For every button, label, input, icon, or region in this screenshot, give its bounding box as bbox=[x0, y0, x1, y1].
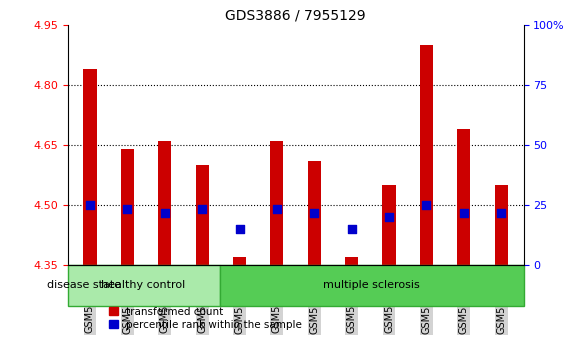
Point bbox=[310, 210, 319, 215]
Bar bbox=[195, 165, 209, 264]
Bar bbox=[158, 141, 171, 264]
Text: healthy control: healthy control bbox=[101, 280, 186, 290]
Bar bbox=[121, 149, 134, 264]
Point bbox=[497, 210, 506, 215]
Bar bbox=[382, 184, 396, 264]
Title: GDS3886 / 7955129: GDS3886 / 7955129 bbox=[225, 8, 366, 22]
Point bbox=[347, 226, 356, 232]
Point bbox=[198, 206, 207, 211]
Bar bbox=[68, 264, 220, 306]
Bar bbox=[345, 257, 358, 264]
Bar bbox=[308, 161, 321, 264]
Bar bbox=[83, 69, 96, 264]
Point bbox=[272, 206, 282, 211]
Legend: transformed count, percentile rank within the sample: transformed count, percentile rank withi… bbox=[109, 307, 302, 330]
Point bbox=[459, 210, 468, 215]
Point bbox=[235, 226, 244, 232]
Text: disease state: disease state bbox=[47, 280, 121, 290]
Point bbox=[160, 210, 169, 215]
Bar bbox=[220, 264, 524, 306]
Bar bbox=[270, 141, 283, 264]
Point bbox=[385, 214, 394, 219]
Point bbox=[123, 206, 132, 211]
Point bbox=[86, 202, 95, 207]
Bar bbox=[233, 257, 246, 264]
Text: multiple sclerosis: multiple sclerosis bbox=[323, 280, 420, 290]
Point bbox=[422, 202, 431, 207]
Bar bbox=[495, 184, 508, 264]
Bar bbox=[420, 45, 433, 264]
Bar bbox=[457, 129, 470, 264]
